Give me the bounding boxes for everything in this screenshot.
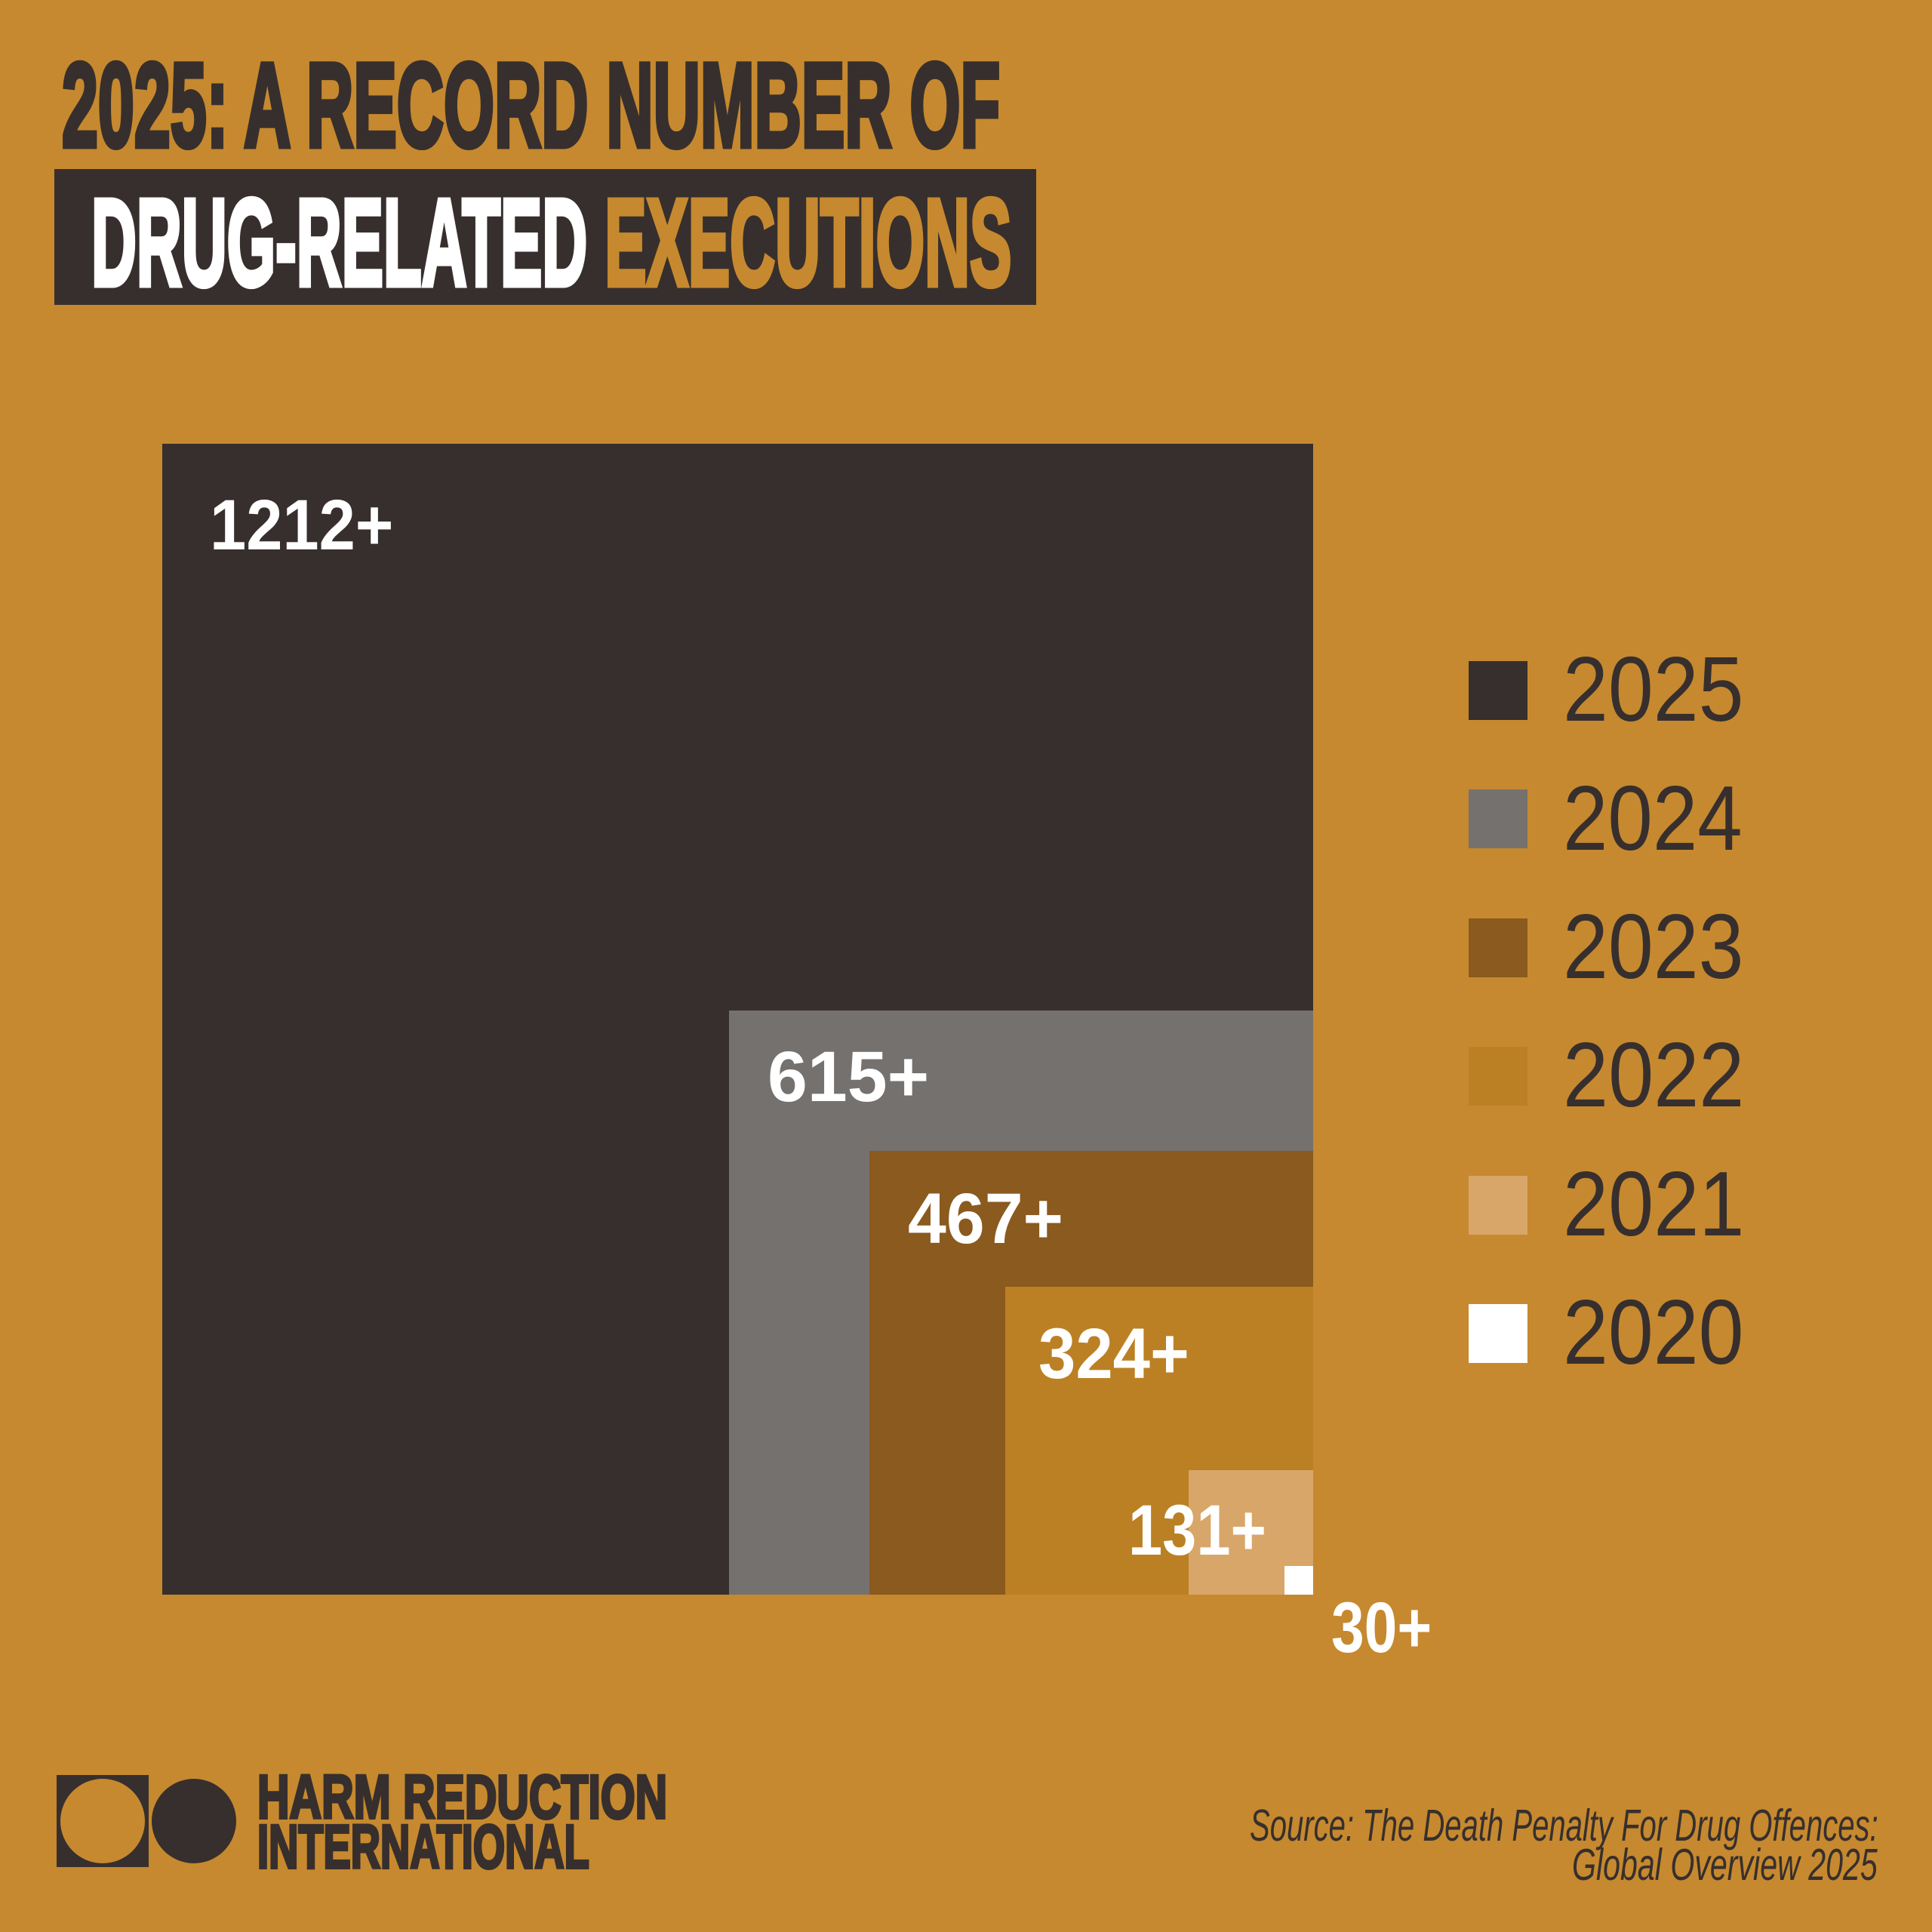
logo-text-line1: HARM REDUCTION xyxy=(256,1762,668,1832)
legend-swatch-2021 xyxy=(1469,1175,1527,1235)
legend-swatch-2020 xyxy=(1469,1304,1527,1363)
title-line2-box xyxy=(54,169,1036,305)
legend-label-2025: 2025 xyxy=(1562,638,1744,741)
value-label-2022: 324+ xyxy=(1038,1314,1189,1394)
legend-swatch-2022 xyxy=(1469,1047,1527,1106)
title-line2-executions: EXECUTIONS xyxy=(603,173,1013,312)
value-label-2024: 615+ xyxy=(767,1037,930,1117)
legend-label-2023: 2023 xyxy=(1562,894,1744,998)
title-line2: DRUG-RELATED EXECUTIONS xyxy=(90,178,1013,307)
harm-reduction-international-logo-icon xyxy=(57,1775,238,1867)
legend-label-2020: 2020 xyxy=(1562,1281,1744,1384)
value-label-2023: 467+ xyxy=(908,1179,1063,1259)
title-line2-drug-related: DRUG-RELATED xyxy=(90,173,589,312)
logo-text-line2: INTERNATIONAL xyxy=(257,1812,590,1881)
value-label-2020: 30+ xyxy=(1331,1588,1432,1668)
legend-label-2021: 2021 xyxy=(1562,1152,1745,1255)
legend-label-2022: 2022 xyxy=(1562,1023,1745,1127)
title-line1: 2025: A RECORD NUMBER OF xyxy=(60,38,1001,173)
legend-swatch-2024 xyxy=(1469,789,1527,849)
legend-label-2024: 2024 xyxy=(1562,766,1743,869)
square-2020 xyxy=(1284,1566,1313,1595)
legend-swatch-2025 xyxy=(1469,661,1527,720)
value-label-2021: 131+ xyxy=(1128,1491,1266,1571)
value-label-2025: 1212+ xyxy=(210,485,394,565)
source-note-line1: Source: The Death Penalty For Drug Offen… xyxy=(1250,1799,1879,1850)
source-note-line2: Global Overview 2025 xyxy=(1571,1838,1878,1890)
legend-swatch-2023 xyxy=(1469,918,1527,977)
